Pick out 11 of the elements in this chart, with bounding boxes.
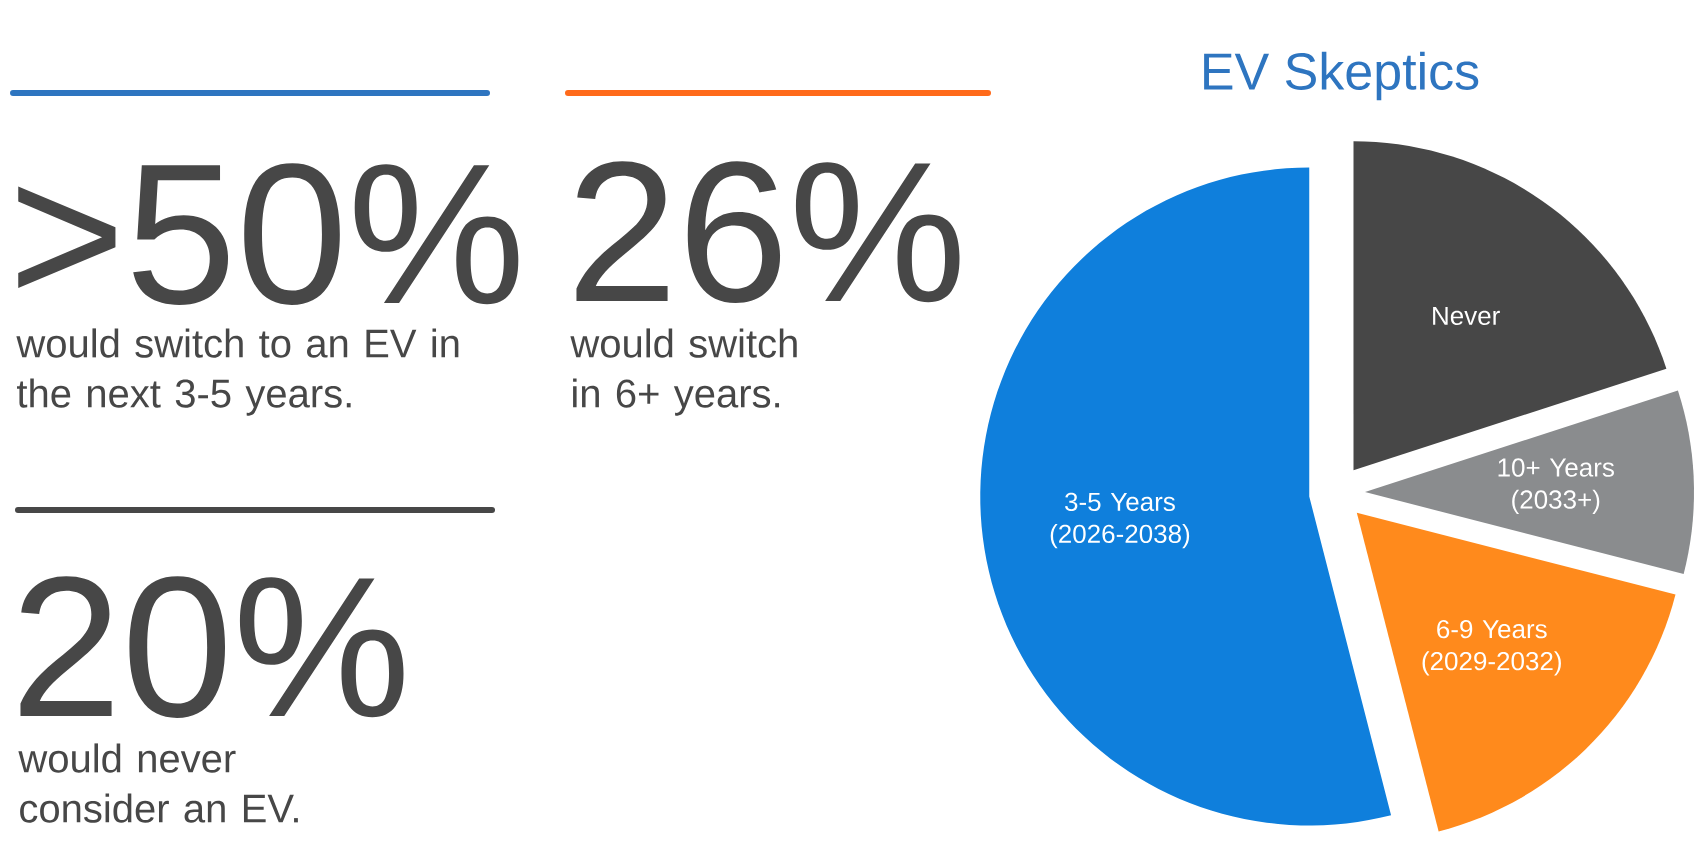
text: >50% xyxy=(18,163,519,305)
text: would switch to an EV in the next 3-5 years. xyxy=(16,328,459,416)
text: would switch in 6+ years. xyxy=(570,328,797,416)
text: would never consider an EV. xyxy=(18,743,298,823)
text: 26% xyxy=(576,161,960,303)
slice-label: 3-5 Years (2026-2038) xyxy=(1050,492,1190,549)
slice-label: 10+ Years (2033+) xyxy=(1498,458,1614,514)
text: 20% xyxy=(20,576,404,718)
slice-label: 6-9 Years (2029-2032) xyxy=(1422,619,1561,676)
slice-label: Never xyxy=(1433,306,1500,326)
chart-title: EV Skeptics xyxy=(1204,51,1479,101)
